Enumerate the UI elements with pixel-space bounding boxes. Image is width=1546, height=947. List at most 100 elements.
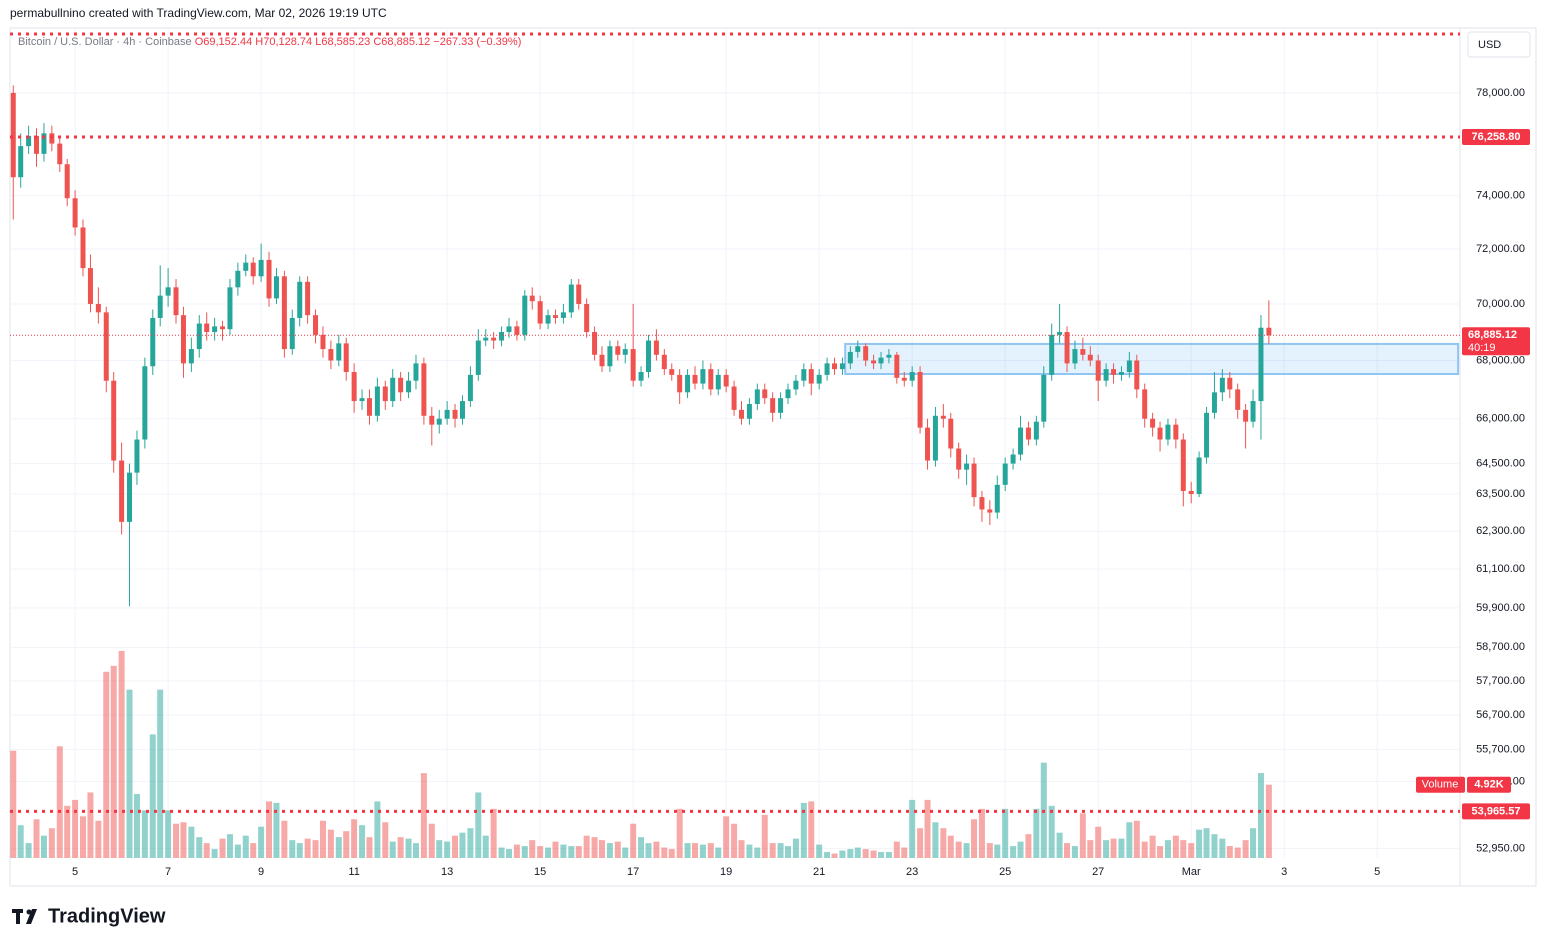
volume-bar	[870, 850, 877, 858]
candle-body	[1165, 424, 1171, 440]
volume-bar	[382, 822, 389, 858]
candle-body	[258, 259, 264, 277]
candle-body	[1134, 360, 1140, 390]
volume-bar	[1087, 840, 1094, 858]
volume-bar	[490, 808, 497, 858]
candle-body	[1258, 327, 1264, 402]
candle-body	[390, 377, 396, 402]
volume-bar	[630, 823, 637, 858]
candle-body	[1157, 427, 1163, 440]
x-tick-label: 11	[348, 866, 359, 878]
level-label: 53,965.57	[1472, 805, 1521, 817]
x-tick-label: 5	[72, 866, 78, 878]
zone	[844, 342, 1460, 376]
volume-bar	[839, 850, 846, 858]
volume-bar	[917, 828, 924, 858]
volume-bar	[792, 838, 799, 858]
legend: Bitcoin / U.S. Dollar · 4h · Coinbase O6…	[18, 36, 521, 48]
volume-bar	[173, 823, 180, 858]
candle-body	[1142, 389, 1148, 419]
candle-body	[343, 343, 349, 373]
candle-body	[1180, 439, 1186, 491]
candle-body	[677, 374, 683, 393]
volume-bar	[444, 841, 451, 858]
candle-body	[1111, 369, 1117, 375]
candle-body	[266, 259, 272, 299]
candle-body	[1211, 392, 1217, 413]
candle-body	[1250, 401, 1256, 422]
volume-bar	[366, 837, 373, 858]
currency[interactable]: USD	[1478, 39, 1501, 51]
candle-body	[568, 284, 574, 313]
volume-bar	[10, 750, 17, 858]
volume-bar	[64, 805, 71, 858]
candle-body	[894, 354, 900, 378]
candle-body	[762, 389, 768, 399]
volume-bar	[723, 816, 730, 858]
volume-bar	[1226, 846, 1233, 858]
volume-bar	[1103, 840, 1110, 858]
candle-body	[227, 287, 233, 330]
candle-body	[754, 389, 760, 405]
candle-body	[1018, 427, 1024, 455]
volume-bar	[56, 746, 63, 858]
volume-bar	[211, 849, 218, 858]
volume-bar	[80, 816, 87, 858]
volume-bar	[614, 841, 621, 858]
volume-bar	[1157, 846, 1164, 858]
volume-bar	[591, 837, 598, 858]
candle-body	[1219, 377, 1225, 393]
volume-bar	[1133, 820, 1140, 858]
currency-box[interactable]	[1467, 31, 1531, 58]
volume-bar	[893, 841, 900, 858]
candle-body	[871, 360, 877, 364]
volume-bar	[537, 846, 544, 858]
volume-bar	[731, 823, 738, 858]
candle-body	[622, 349, 628, 355]
volume-bar	[17, 825, 24, 858]
candle-body	[964, 463, 970, 470]
volume-bar	[862, 849, 869, 858]
volume-bar	[878, 852, 885, 858]
y-tick-label: 66,000.00	[1476, 413, 1525, 425]
x-tick-label: 15	[534, 866, 546, 878]
candle-body	[584, 303, 590, 333]
candle-body	[180, 315, 186, 364]
candle-body	[398, 377, 404, 393]
volume-bar	[575, 846, 582, 858]
volume-bar	[1017, 841, 1024, 858]
candle-body	[196, 323, 202, 350]
volume-bar	[676, 808, 683, 858]
volume-bar	[1033, 808, 1040, 858]
volume-bar	[48, 828, 55, 858]
candle-body	[863, 346, 869, 361]
candle-body	[26, 135, 32, 147]
volume-bar	[971, 819, 978, 858]
candle-body	[49, 133, 55, 144]
volume-bar	[1164, 840, 1171, 858]
y-tick-label: 63,500.00	[1476, 488, 1525, 500]
volume-bar	[545, 847, 552, 858]
x-tick-label: 23	[906, 866, 918, 878]
candle-body	[281, 276, 287, 350]
volume-bar	[72, 799, 79, 858]
candle-body	[793, 380, 799, 390]
volume-bar	[273, 802, 280, 858]
candle-body	[592, 332, 598, 355]
volume-bar	[281, 820, 288, 858]
candle-body	[1072, 349, 1078, 364]
volume-bar	[327, 829, 334, 858]
candle-body	[770, 398, 776, 413]
candle-body	[1150, 418, 1156, 428]
candle-body	[173, 287, 179, 316]
candle-body	[514, 326, 520, 335]
candle-body	[10, 92, 16, 178]
candle-body	[119, 460, 125, 522]
volume-bar	[103, 671, 110, 858]
x-tick-label: 25	[999, 866, 1011, 878]
level-label-box	[1462, 803, 1530, 820]
volume-bar	[606, 843, 613, 858]
candle-body	[1103, 369, 1109, 381]
volume-bar	[847, 849, 854, 858]
volume-bar	[1071, 846, 1078, 858]
